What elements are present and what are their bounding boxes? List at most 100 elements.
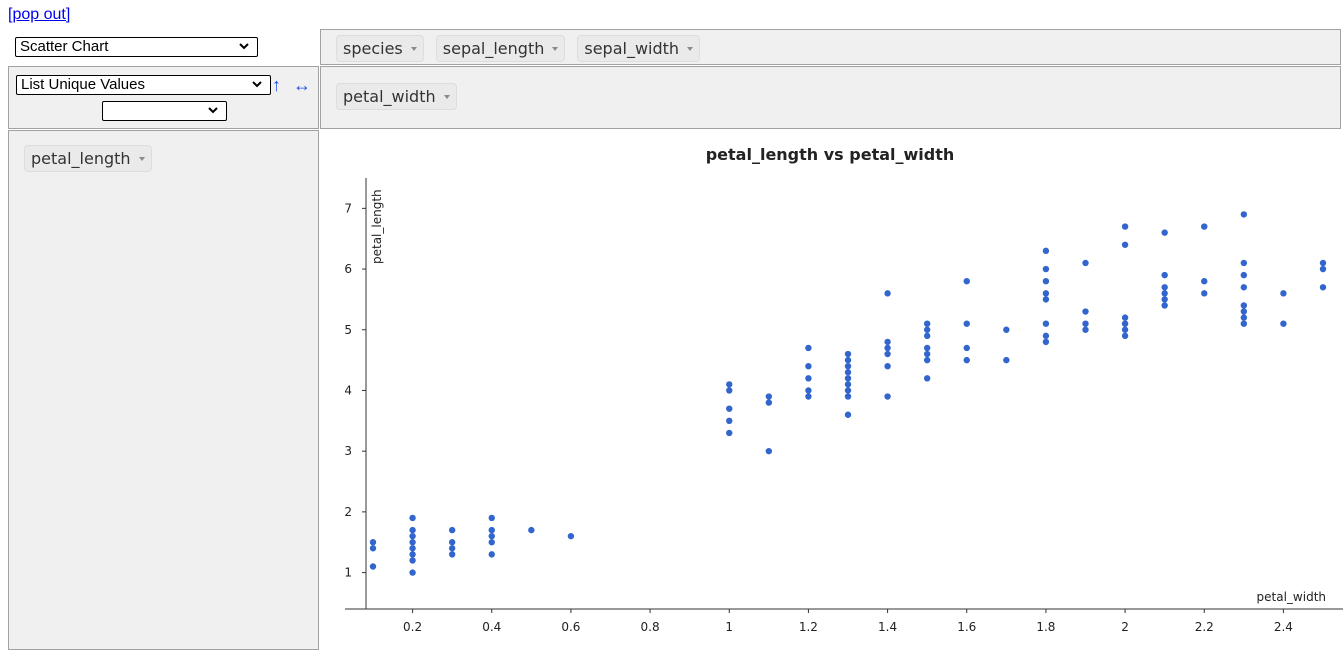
data-point[interactable] — [884, 344, 891, 352]
data-point[interactable] — [884, 338, 891, 346]
data-point[interactable] — [1240, 259, 1248, 267]
data-point[interactable] — [765, 399, 773, 406]
data-point[interactable] — [1240, 211, 1248, 218]
data-point[interactable] — [844, 350, 852, 358]
data-point[interactable] — [369, 563, 377, 570]
data-point[interactable] — [844, 393, 852, 400]
data-point[interactable] — [1319, 259, 1327, 267]
data-point[interactable] — [1082, 326, 1089, 333]
data-point[interactable] — [409, 569, 416, 576]
data-point[interactable] — [1280, 290, 1287, 297]
data-point[interactable] — [765, 447, 773, 455]
data-point[interactable] — [765, 393, 773, 400]
data-point[interactable] — [409, 539, 416, 546]
data-point[interactable] — [1121, 314, 1129, 321]
filter-dropdown-icon[interactable] — [687, 47, 694, 51]
data-point[interactable] — [963, 320, 970, 327]
data-point[interactable] — [923, 326, 931, 333]
filter-dropdown-icon[interactable] — [443, 95, 450, 99]
data-point[interactable] — [1240, 314, 1248, 321]
data-point[interactable] — [884, 362, 891, 370]
data-point[interactable] — [923, 375, 931, 382]
sort-rows-button[interactable]: ↑ — [272, 75, 281, 95]
data-point[interactable] — [844, 362, 852, 370]
data-point[interactable] — [409, 557, 416, 564]
data-point[interactable] — [1121, 320, 1129, 327]
data-point[interactable] — [1082, 308, 1089, 315]
data-point[interactable] — [1082, 259, 1089, 267]
aggregator-attribute-select[interactable] — [102, 101, 227, 121]
data-point[interactable] — [488, 539, 495, 546]
data-point[interactable] — [1319, 265, 1327, 273]
sort-cols-button[interactable]: ↔ — [293, 75, 311, 95]
data-point[interactable] — [726, 405, 733, 412]
data-point[interactable] — [1121, 241, 1129, 248]
data-point[interactable] — [844, 375, 852, 382]
data-point[interactable] — [923, 356, 931, 364]
data-point[interactable] — [923, 350, 931, 358]
data-point[interactable] — [1042, 332, 1050, 340]
data-point[interactable] — [726, 417, 733, 425]
data-point[interactable] — [844, 387, 852, 394]
data-point[interactable] — [369, 539, 377, 546]
data-point[interactable] — [1121, 223, 1129, 230]
data-point[interactable] — [805, 375, 812, 382]
attr-pill-sepal-length[interactable]: sepal_length — [435, 35, 566, 62]
data-point[interactable] — [1240, 271, 1248, 279]
data-point[interactable] — [1201, 277, 1208, 285]
data-point[interactable] — [1042, 277, 1050, 285]
data-point[interactable] — [1240, 308, 1248, 315]
attr-pill-petal-width[interactable]: petal_width — [336, 83, 457, 110]
data-point[interactable] — [1161, 302, 1168, 309]
filter-dropdown-icon[interactable] — [410, 47, 417, 51]
data-point[interactable] — [1161, 296, 1168, 303]
data-point[interactable] — [409, 545, 416, 552]
attr-pill-species[interactable]: species — [336, 35, 424, 62]
data-point[interactable] — [923, 344, 931, 352]
data-point[interactable] — [1201, 223, 1208, 230]
data-point[interactable] — [1121, 332, 1129, 340]
data-point[interactable] — [1003, 356, 1010, 364]
data-point[interactable] — [488, 532, 495, 540]
data-point[interactable] — [805, 387, 812, 394]
attr-pill-sepal-width[interactable]: sepal_width — [577, 35, 701, 62]
filter-dropdown-icon[interactable] — [552, 47, 559, 51]
data-point[interactable] — [1042, 296, 1050, 303]
data-point[interactable] — [1042, 338, 1050, 346]
data-point[interactable] — [1121, 326, 1129, 333]
filter-dropdown-icon[interactable] — [138, 157, 145, 161]
attr-pill-petal-length[interactable]: petal_length — [24, 145, 152, 172]
data-point[interactable] — [923, 320, 931, 327]
data-point[interactable] — [409, 532, 416, 540]
data-point[interactable] — [1161, 271, 1168, 279]
data-point[interactable] — [963, 344, 970, 352]
data-point[interactable] — [528, 526, 535, 534]
data-point[interactable] — [1042, 320, 1050, 327]
data-point[interactable] — [1240, 320, 1248, 327]
data-point[interactable] — [805, 393, 812, 400]
data-point[interactable] — [884, 393, 891, 400]
data-point[interactable] — [448, 539, 456, 546]
data-point[interactable] — [448, 545, 456, 552]
data-point[interactable] — [726, 381, 733, 388]
data-point[interactable] — [844, 381, 852, 388]
data-point[interactable] — [488, 514, 495, 522]
data-point[interactable] — [844, 356, 852, 364]
data-point[interactable] — [409, 526, 416, 534]
data-point[interactable] — [1240, 284, 1248, 291]
data-point[interactable] — [409, 551, 416, 558]
data-point[interactable] — [1161, 290, 1168, 297]
data-point[interactable] — [1280, 320, 1287, 327]
data-point[interactable] — [369, 545, 377, 552]
data-point[interactable] — [805, 344, 812, 352]
data-point[interactable] — [1003, 326, 1010, 333]
data-point[interactable] — [844, 369, 852, 376]
data-point[interactable] — [923, 332, 931, 340]
data-point[interactable] — [448, 526, 456, 534]
data-point[interactable] — [963, 277, 970, 285]
data-point[interactable] — [567, 532, 575, 540]
data-point[interactable] — [1042, 265, 1050, 273]
data-point[interactable] — [1240, 302, 1248, 309]
renderer-select[interactable]: Scatter Chart — [15, 37, 258, 57]
data-point[interactable] — [805, 362, 812, 370]
